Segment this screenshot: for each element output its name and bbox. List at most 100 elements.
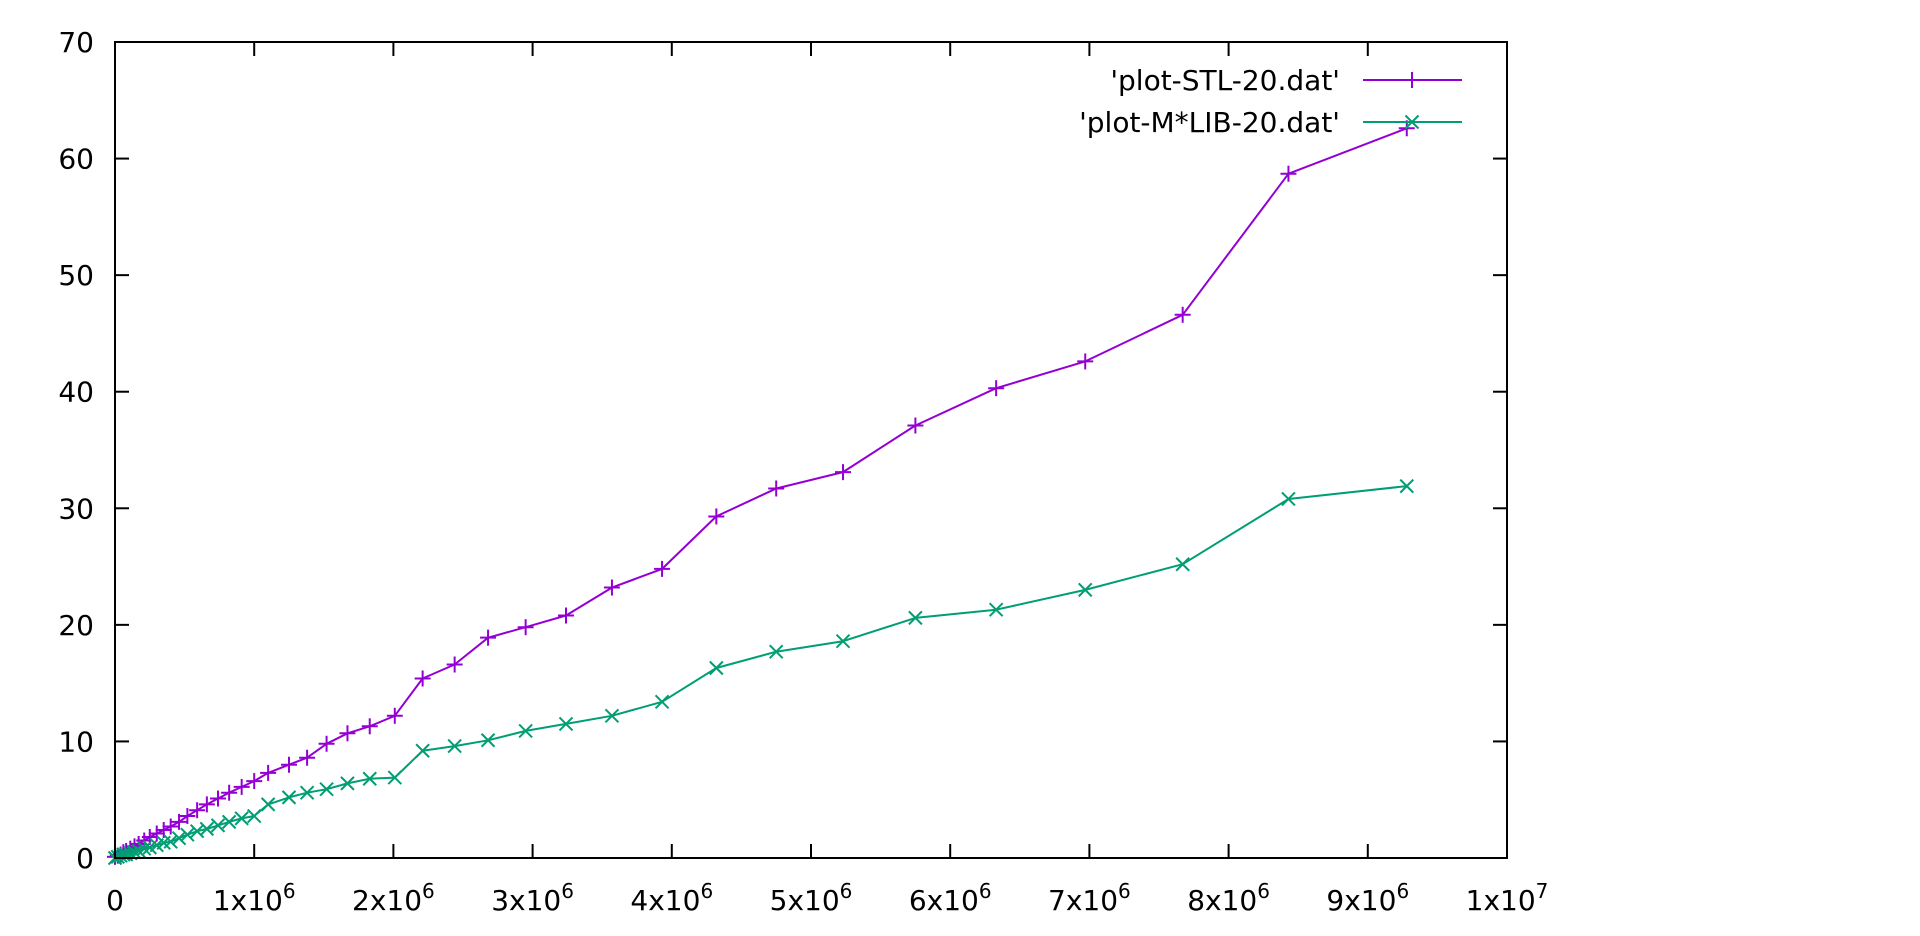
data-point xyxy=(260,797,276,812)
data-point xyxy=(1280,165,1297,182)
marker-stroke xyxy=(480,733,496,748)
x-tick-label-exponent: 7 xyxy=(1536,879,1549,903)
data-point xyxy=(988,602,1004,617)
data-point xyxy=(189,823,205,839)
marker-stroke xyxy=(908,610,923,626)
x-tick-label-base: 3x10 xyxy=(491,884,561,917)
data-point xyxy=(221,784,238,801)
data-point xyxy=(1078,582,1093,598)
marker-stroke xyxy=(221,814,237,830)
marker-stroke xyxy=(362,771,377,786)
x-tick-label-base: 6x10 xyxy=(909,884,979,917)
x-tick-label-base: 8x10 xyxy=(1187,884,1257,917)
data-point xyxy=(768,644,784,659)
y-tick-label: 60 xyxy=(58,143,94,176)
x-tick-label: 6x106 xyxy=(909,879,992,917)
x-tick-label-base: 7x10 xyxy=(1048,884,1118,917)
data-point xyxy=(654,560,671,577)
data-point xyxy=(299,785,315,800)
data-point xyxy=(446,656,463,673)
data-point xyxy=(221,814,237,830)
data-point xyxy=(603,579,620,596)
tick-layer: 0 1x106 2x106 3x106 4x106 5x106 6x106 7x106 8x10… xyxy=(58,26,1548,917)
data-point xyxy=(768,480,785,497)
x-tick-label-base: 2x10 xyxy=(352,884,422,917)
data-point xyxy=(654,694,670,710)
data-point xyxy=(281,756,297,773)
data-point xyxy=(260,764,277,781)
data-point xyxy=(835,633,851,649)
data-point xyxy=(163,834,178,849)
data-point xyxy=(318,735,335,752)
legend-entry-0: 'plot-STL-20.dat' xyxy=(1110,64,1462,97)
data-point xyxy=(414,670,431,687)
y-tick-label: 30 xyxy=(58,492,94,525)
data-point xyxy=(604,708,620,723)
data-point xyxy=(518,723,533,739)
marker-stroke xyxy=(1399,478,1414,494)
marker-stroke xyxy=(654,694,670,710)
marker-stroke xyxy=(137,841,152,856)
x-tick-label-exponent: 6 xyxy=(422,879,435,903)
x-tick-label-exponent: 6 xyxy=(840,879,853,903)
x-tick-label-exponent: 6 xyxy=(979,879,992,903)
marker-stroke xyxy=(180,827,195,842)
legend-label: 'plot-STL-20.dat' xyxy=(1110,64,1340,97)
data-point xyxy=(517,619,534,636)
data-point xyxy=(171,813,188,830)
x-tick-label: 5x106 xyxy=(770,879,853,917)
marker-stroke xyxy=(709,660,724,676)
legend-entry-1: 'plot-M*LIB-20.dat' xyxy=(1079,106,1462,139)
marker-stroke xyxy=(281,790,297,805)
x-tick-label-base: 4x10 xyxy=(630,884,700,917)
marker-stroke xyxy=(299,785,315,800)
marker-stroke xyxy=(604,708,620,723)
x-tick-label-base: 9x10 xyxy=(1326,884,1396,917)
x-tick-label: 9x106 xyxy=(1326,879,1409,917)
data-point xyxy=(558,607,575,624)
legend-marker xyxy=(1404,72,1420,88)
data-point xyxy=(558,716,574,732)
marker-stroke xyxy=(189,823,205,839)
data-point xyxy=(127,844,142,860)
data-point xyxy=(835,464,852,481)
marker-stroke xyxy=(558,716,574,732)
x-tick-label: 2x106 xyxy=(352,879,435,917)
data-point xyxy=(447,738,462,754)
data-point xyxy=(415,743,430,758)
marker-stroke xyxy=(246,808,262,824)
marker-stroke xyxy=(518,723,533,739)
marker-stroke xyxy=(171,830,187,846)
data-point xyxy=(362,771,377,786)
series-line xyxy=(114,127,1408,858)
x-tick-label: 0 xyxy=(106,884,124,917)
x-tick-label-base: 1x10 xyxy=(1466,884,1536,917)
x-tick-label-exponent: 6 xyxy=(1118,879,1131,903)
series-line xyxy=(114,485,1407,859)
y-tick-label: 20 xyxy=(58,609,94,642)
legend: 'plot-STL-20.dat' 'plot-M*LIB-20.dat' xyxy=(1079,64,1462,139)
series-1 xyxy=(107,478,1414,866)
data-point xyxy=(319,782,334,797)
marker-stroke xyxy=(319,782,334,797)
data-point xyxy=(340,776,355,791)
x-tick-label-exponent: 6 xyxy=(561,879,574,903)
data-point xyxy=(480,629,497,646)
marker-stroke xyxy=(210,818,226,833)
x-tick-label-base: 5x10 xyxy=(770,884,840,917)
data-point xyxy=(1077,353,1094,370)
marker-stroke xyxy=(447,738,462,754)
data-point xyxy=(708,508,725,525)
marker-stroke xyxy=(415,743,430,758)
data-point xyxy=(361,718,378,735)
y-tick-label: 70 xyxy=(58,26,94,59)
series-0 xyxy=(107,120,1415,865)
marker-stroke xyxy=(387,770,402,785)
data-point xyxy=(988,380,1005,397)
data-point xyxy=(339,725,356,742)
x-tick-label-exponent: 6 xyxy=(283,879,296,903)
marker-stroke xyxy=(163,834,178,849)
data-point xyxy=(137,841,152,856)
series-layer xyxy=(107,120,1415,866)
